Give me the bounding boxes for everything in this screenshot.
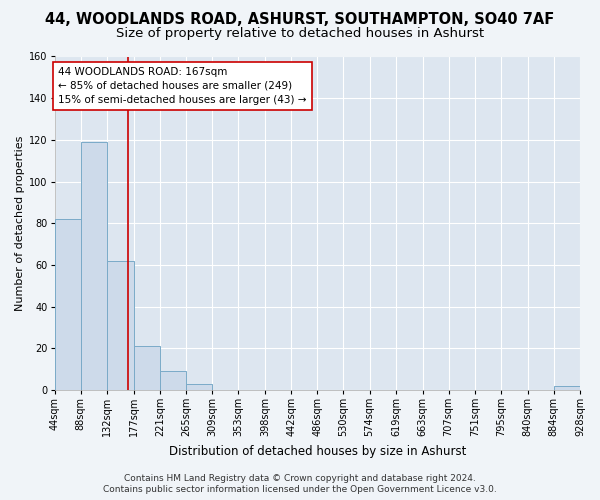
Text: Contains HM Land Registry data © Crown copyright and database right 2024.
Contai: Contains HM Land Registry data © Crown c… (103, 474, 497, 494)
Bar (554, 386, 580, 390)
Bar (160, 371, 186, 390)
X-axis label: Distribution of detached houses by size in Ashurst: Distribution of detached houses by size … (169, 444, 466, 458)
Bar (186, 384, 212, 390)
Bar (134, 346, 160, 390)
Bar (81, 142, 107, 390)
Bar (55, 219, 81, 390)
Bar (107, 260, 134, 390)
Text: Size of property relative to detached houses in Ashurst: Size of property relative to detached ho… (116, 28, 484, 40)
Y-axis label: Number of detached properties: Number of detached properties (15, 136, 25, 311)
Text: 44 WOODLANDS ROAD: 167sqm
← 85% of detached houses are smaller (249)
15% of semi: 44 WOODLANDS ROAD: 167sqm ← 85% of detac… (58, 67, 307, 105)
Text: 44, WOODLANDS ROAD, ASHURST, SOUTHAMPTON, SO40 7AF: 44, WOODLANDS ROAD, ASHURST, SOUTHAMPTON… (46, 12, 554, 28)
